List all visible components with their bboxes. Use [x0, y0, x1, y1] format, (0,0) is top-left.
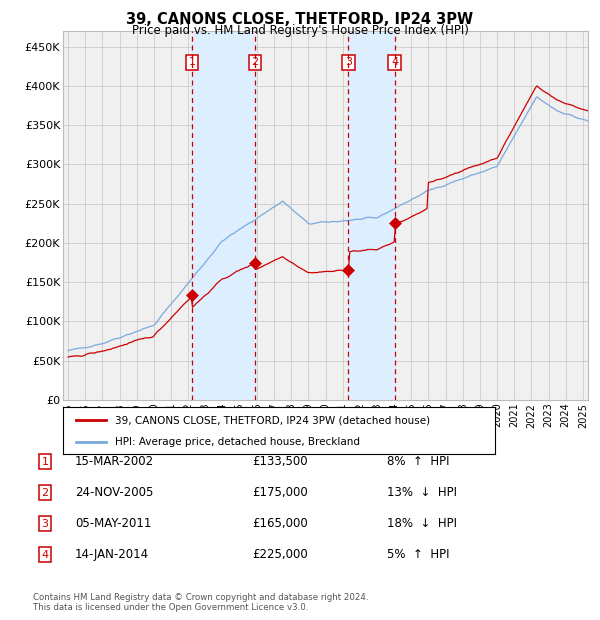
Text: 13%  ↓  HPI: 13% ↓ HPI: [387, 487, 457, 499]
Text: £165,000: £165,000: [252, 518, 308, 530]
Text: 3: 3: [41, 519, 49, 529]
Text: 18%  ↓  HPI: 18% ↓ HPI: [387, 518, 457, 530]
Text: £133,500: £133,500: [252, 456, 308, 468]
Text: 14-JAN-2014: 14-JAN-2014: [75, 549, 149, 561]
Text: 1: 1: [188, 58, 196, 68]
Text: Contains HM Land Registry data © Crown copyright and database right 2024.
This d: Contains HM Land Registry data © Crown c…: [33, 593, 368, 612]
Text: 15-MAR-2002: 15-MAR-2002: [75, 456, 154, 468]
Text: 1: 1: [41, 457, 49, 467]
Text: Price paid vs. HM Land Registry's House Price Index (HPI): Price paid vs. HM Land Registry's House …: [131, 24, 469, 37]
Text: 24-NOV-2005: 24-NOV-2005: [75, 487, 154, 499]
Text: 39, CANONS CLOSE, THETFORD, IP24 3PW: 39, CANONS CLOSE, THETFORD, IP24 3PW: [127, 12, 473, 27]
Text: 4: 4: [391, 58, 398, 68]
Text: 2: 2: [251, 58, 259, 68]
Text: £175,000: £175,000: [252, 487, 308, 499]
Bar: [192, 31, 255, 400]
Text: 3: 3: [345, 58, 352, 68]
Text: 05-MAY-2011: 05-MAY-2011: [75, 518, 151, 530]
Text: 8%  ↑  HPI: 8% ↑ HPI: [387, 456, 449, 468]
Text: 39, CANONS CLOSE, THETFORD, IP24 3PW (detached house): 39, CANONS CLOSE, THETFORD, IP24 3PW (de…: [115, 415, 430, 425]
Text: 2: 2: [41, 488, 49, 498]
Text: HPI: Average price, detached house, Breckland: HPI: Average price, detached house, Brec…: [115, 437, 360, 447]
Text: 5%  ↑  HPI: 5% ↑ HPI: [387, 549, 449, 561]
Text: £225,000: £225,000: [252, 549, 308, 561]
Bar: [349, 31, 395, 400]
Text: 4: 4: [41, 550, 49, 560]
